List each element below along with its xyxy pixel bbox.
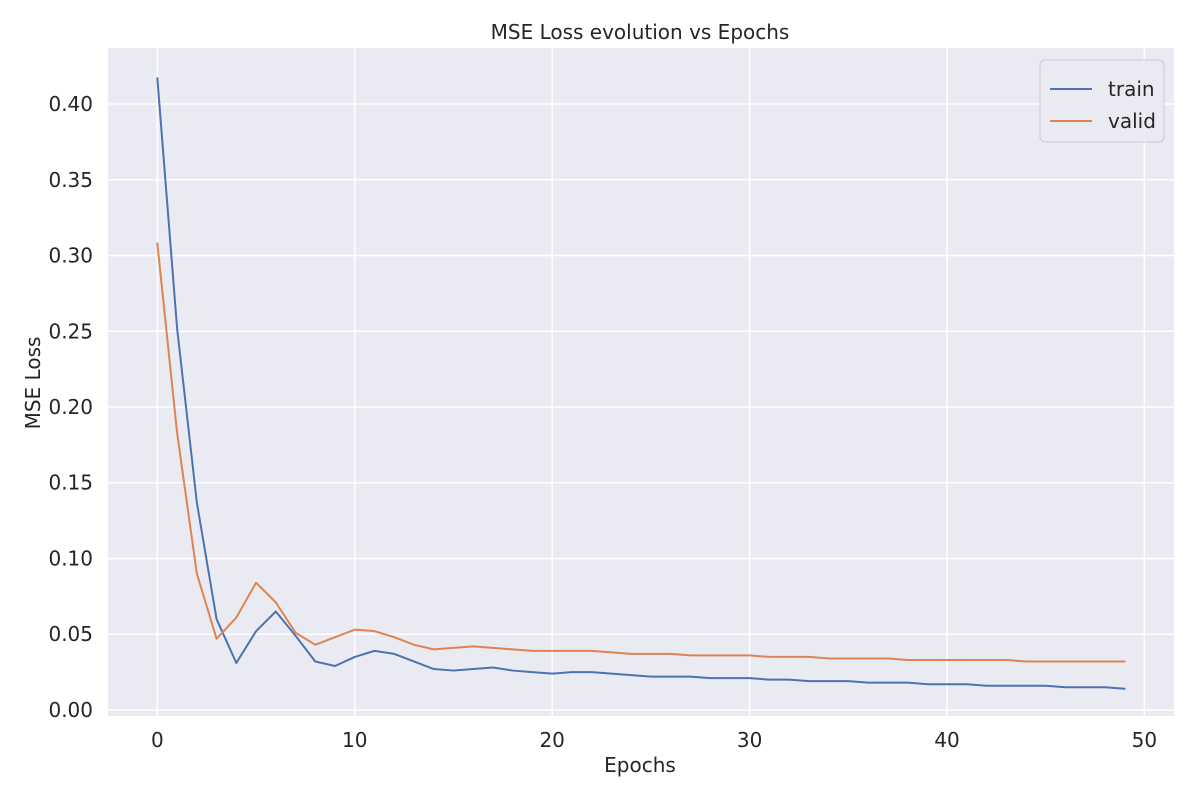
legend-label-valid: valid bbox=[1108, 109, 1156, 133]
y-tick-label: 0.20 bbox=[48, 395, 93, 419]
x-tick-label: 30 bbox=[737, 728, 762, 752]
x-tick-label: 40 bbox=[934, 728, 959, 752]
x-tick-label: 50 bbox=[1132, 728, 1157, 752]
y-tick-label: 0.30 bbox=[48, 244, 93, 268]
chart-title: MSE Loss evolution vs Epochs bbox=[491, 20, 790, 44]
y-axis-title: MSE Loss bbox=[21, 337, 45, 430]
x-tick-label: 0 bbox=[151, 728, 164, 752]
x-gridlines bbox=[156, 48, 1146, 716]
series-line-valid bbox=[156, 242, 1126, 663]
series-lines bbox=[156, 77, 1126, 690]
x-tick-labels: 0 10 20 30 40 50 bbox=[151, 728, 1157, 752]
y-tick-label: 0.25 bbox=[48, 319, 93, 343]
y-tick-label: 0.40 bbox=[48, 92, 93, 116]
y-tick-label: 0.00 bbox=[48, 698, 93, 722]
y-tick-label: 0.15 bbox=[48, 471, 93, 495]
x-axis-title: Epochs bbox=[604, 753, 676, 777]
plot-area-background bbox=[108, 48, 1174, 716]
y-tick-label: 0.05 bbox=[48, 622, 93, 646]
y-tick-label: 0.10 bbox=[48, 546, 93, 570]
legend: train valid bbox=[1039, 59, 1165, 143]
y-tick-label: 0.35 bbox=[48, 168, 93, 192]
x-tick-label: 10 bbox=[342, 728, 367, 752]
legend-label-train: train bbox=[1108, 77, 1155, 101]
y-tick-labels: 0.00 0.05 0.10 0.15 0.20 0.25 0.30 0.35 0.40 bbox=[48, 92, 93, 722]
x-tick-label: 20 bbox=[539, 728, 564, 752]
y-gridlines bbox=[108, 103, 1174, 711]
series-line-train bbox=[156, 77, 1126, 690]
